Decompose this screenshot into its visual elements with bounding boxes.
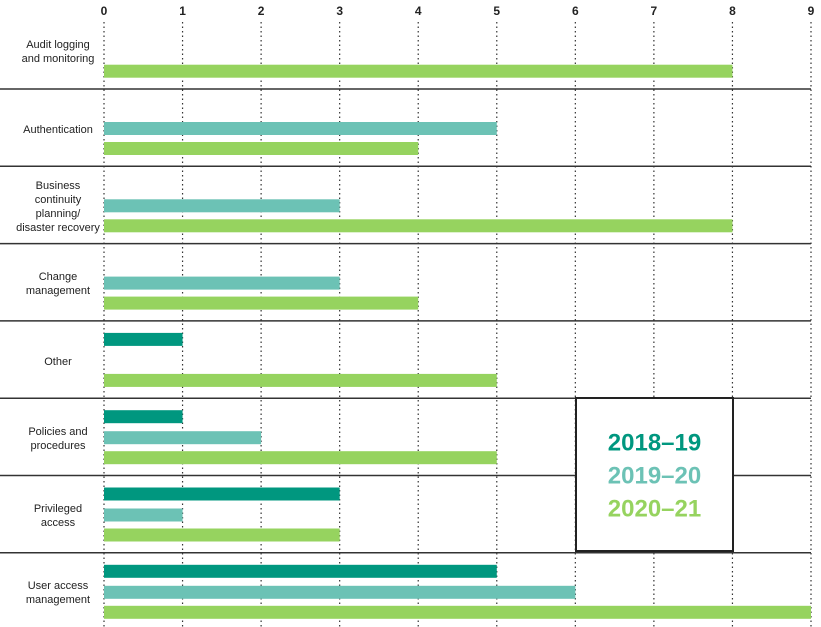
bar: [104, 410, 183, 424]
x-tick-label: 5: [493, 4, 500, 18]
x-tick-label: 3: [336, 4, 343, 18]
bar: [104, 564, 497, 578]
bar: [104, 276, 340, 290]
bar: [104, 296, 419, 310]
bar: [104, 605, 811, 619]
bar: [104, 528, 340, 542]
x-tick-label: 7: [651, 4, 658, 18]
category-label: User access management: [25, 580, 91, 607]
x-tick-label: 6: [572, 4, 579, 18]
x-tick-label: 1: [179, 4, 186, 18]
legend-label: 2018–19: [608, 429, 701, 456]
x-tick-label: 4: [415, 4, 422, 18]
legend-label: 2019–20: [608, 462, 701, 489]
bar: [104, 508, 183, 522]
bar: [104, 64, 733, 78]
bar: [104, 122, 497, 135]
category-label: Change management: [25, 271, 91, 298]
bar: [104, 451, 497, 465]
x-tick-label: 9: [808, 4, 815, 18]
category-label: Business continuity planning/ disaster r…: [16, 179, 100, 234]
category-label: Policies and procedures: [28, 425, 88, 452]
bars: [104, 64, 811, 619]
bar: [104, 199, 340, 213]
bar: [104, 487, 340, 501]
x-tick-label: 2: [258, 4, 265, 18]
bar: [104, 585, 576, 599]
bar: [104, 219, 733, 233]
x-tick-label: 0: [101, 4, 108, 18]
bar: [104, 431, 262, 445]
category-label: Authentication: [23, 123, 93, 136]
category-label: Privileged access: [33, 503, 83, 530]
legend: 2018–19 2019–20 2020–21: [575, 397, 734, 552]
legend-box: [575, 397, 734, 552]
bar: [104, 332, 183, 346]
legend-label: 2020–21: [608, 495, 701, 522]
bar: [104, 373, 497, 387]
category-label: Other: [44, 355, 72, 368]
bar: [104, 142, 419, 155]
category-label: Audit logging and monitoring: [21, 39, 95, 66]
x-tick-label: 8: [729, 4, 736, 18]
